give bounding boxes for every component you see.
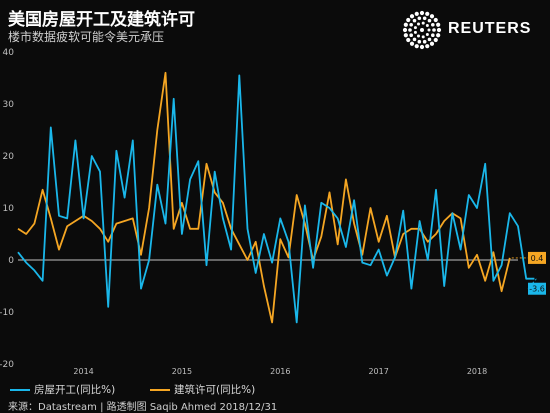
logo-dot (417, 39, 422, 44)
logo-dot (417, 22, 420, 26)
end-label-box (528, 251, 546, 264)
logo-dot (425, 44, 430, 49)
logo-dot (436, 27, 442, 33)
logo-dot (409, 41, 415, 46)
legend-label-permits: 建筑许可(同比%) (174, 384, 256, 396)
logo-dot (403, 22, 408, 27)
series-line-housing-starts (17, 74, 535, 324)
logo-dot (422, 16, 427, 21)
logo-dot (408, 28, 412, 32)
y-tick-label: -20 (0, 360, 14, 370)
logo-dot (425, 11, 430, 16)
y-tick-label: 10 (3, 204, 15, 214)
logo-dot (436, 22, 441, 27)
logo-dot (419, 10, 425, 16)
x-tick-label: 2015 (172, 367, 192, 376)
x-axis: 2014 2015 2016 2017 2018 (73, 367, 487, 376)
logo-dot (413, 30, 417, 34)
logo-dot (433, 17, 438, 23)
logo-dot (431, 33, 435, 38)
y-tick-label: 20 (3, 152, 15, 162)
logo-dot (429, 41, 435, 46)
x-tick-label: 2018 (467, 367, 487, 376)
logo-dot (436, 33, 441, 38)
end-labels: -3.6 0.4 (511, 251, 546, 295)
logo-dot (403, 33, 408, 38)
legend-item-starts: 房屋开工(同比%) (10, 382, 115, 397)
end-label-box (528, 282, 546, 295)
logo-dot (417, 34, 420, 38)
series-line-building-permits (17, 71, 511, 324)
source-note: 来源：Datastream | 路透制图 Saqib Ahmed 2018/12… (8, 402, 278, 413)
legend-label-starts: 房屋开工(同比%) (34, 384, 116, 396)
logo-dot (409, 33, 413, 38)
chart-subtitle: 楼市数据疲软可能令美元承压 (8, 30, 165, 44)
logo-dot (417, 16, 422, 21)
logo-dot (406, 17, 411, 23)
y-tick-label: 30 (3, 100, 15, 110)
brand-name: REUTERS (448, 20, 532, 37)
logo-dot (412, 37, 417, 42)
logo-dot (421, 21, 425, 25)
logo-dot (432, 28, 436, 32)
logo-dot (425, 24, 429, 28)
end-value-label: -3.6 (529, 285, 545, 294)
x-tick-label: 2016 (270, 367, 290, 376)
logo-dot (413, 26, 417, 30)
logo-dot (420, 28, 424, 32)
logo-dot (412, 18, 417, 23)
y-tick-label: 40 (3, 48, 15, 58)
logo-dot (402, 27, 408, 33)
logo-dot (414, 11, 419, 16)
logo-dot (422, 39, 427, 44)
logo-dot (427, 37, 432, 42)
logo-dot (427, 18, 432, 23)
chart-title: 美国房屋开工及建筑许可 (8, 10, 195, 30)
y-tick-label: -10 (0, 308, 14, 318)
y-tick-label: 0 (8, 256, 14, 266)
series-layer (17, 71, 535, 324)
logo-dot (433, 37, 438, 43)
x-tick-label: 2017 (368, 367, 388, 376)
logo-dot (406, 37, 411, 43)
legend-item-permits: 建筑许可(同比%) (150, 382, 255, 397)
logo-dot (409, 14, 415, 19)
logo-dot (425, 32, 429, 36)
legend-swatch-permits (150, 389, 170, 391)
logo-dot (414, 44, 419, 49)
legend-swatch-starts (10, 389, 30, 391)
logo-dot (419, 44, 425, 50)
x-tick-label: 2014 (73, 367, 93, 376)
logo-dot (427, 28, 431, 32)
end-value-label: 0.4 (531, 254, 544, 263)
logo-dot (421, 35, 425, 39)
y-axis: -20 -10 0 10 20 30 40 (0, 48, 14, 370)
logo-dot (431, 22, 435, 27)
logo-dot (409, 22, 413, 27)
logo-dot (429, 14, 435, 19)
reuters-dot-logo-icon (402, 10, 442, 50)
reuters-logo: REUTERS (402, 10, 542, 50)
